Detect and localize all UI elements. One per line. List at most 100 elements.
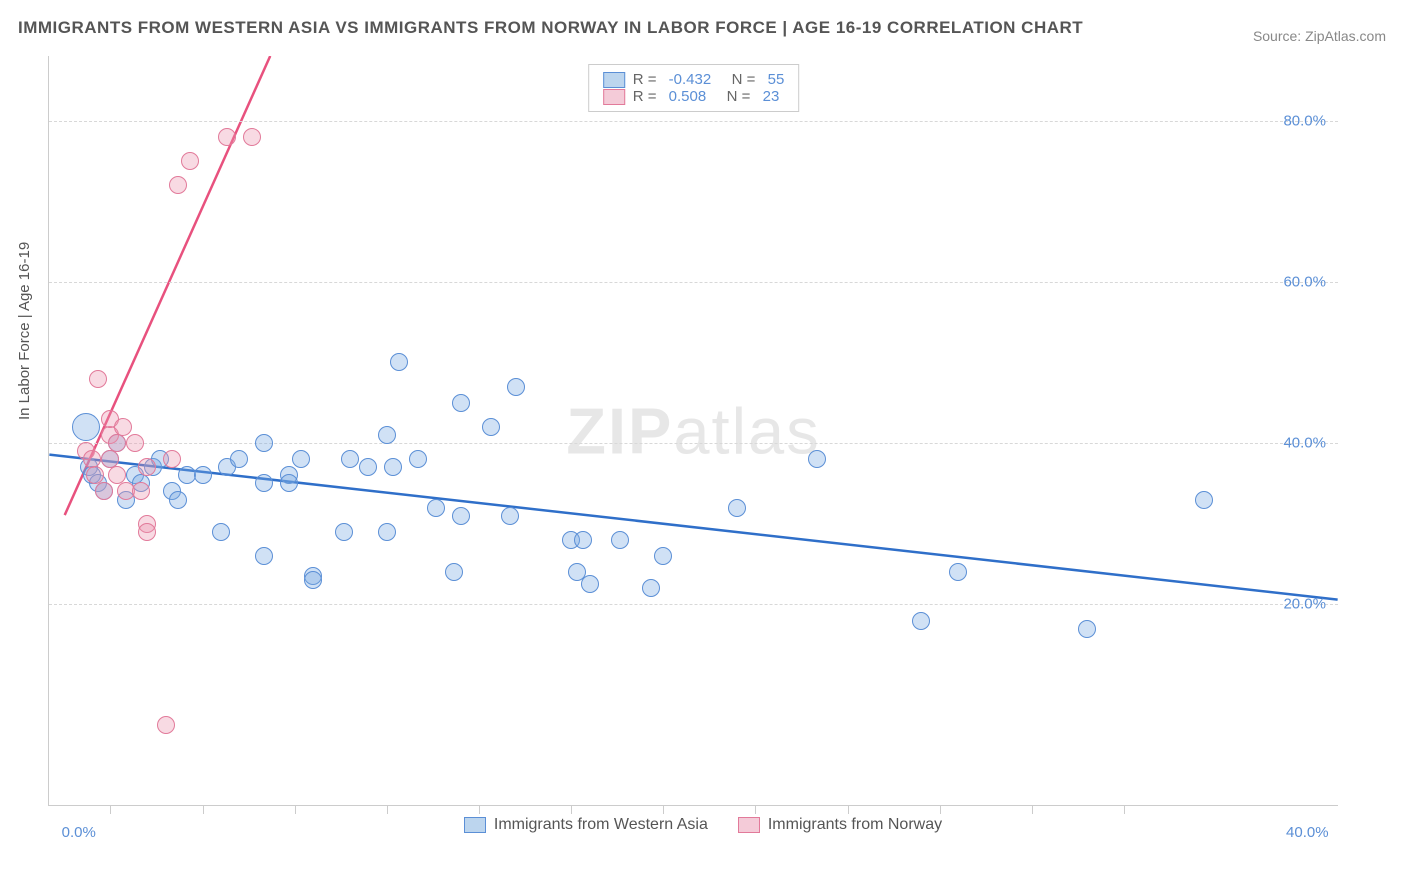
x-tick-label: 40.0% [1286, 824, 1329, 841]
data-point [728, 499, 746, 517]
legend-r-value: 0.508 [669, 88, 707, 105]
y-tick-label: 80.0% [1283, 112, 1326, 129]
data-point [157, 716, 175, 734]
data-point [108, 466, 126, 484]
y-tick-label: 60.0% [1283, 273, 1326, 290]
gridline-h [49, 121, 1338, 122]
data-point [482, 418, 500, 436]
legend-r-label: R = [633, 71, 661, 88]
data-point [163, 450, 181, 468]
legend-row: R = -0.432 N = 55 [603, 71, 785, 88]
data-point [574, 531, 592, 549]
data-point [169, 176, 187, 194]
data-point [132, 482, 150, 500]
data-point [445, 563, 463, 581]
data-point [255, 547, 273, 565]
data-point [654, 547, 672, 565]
x-tick-label: 0.0% [62, 824, 96, 841]
data-point [359, 458, 377, 476]
data-point [138, 523, 156, 541]
data-point [808, 450, 826, 468]
data-point [335, 523, 353, 541]
data-point [378, 523, 396, 541]
source-label: Source: ZipAtlas.com [1253, 28, 1386, 44]
data-point [181, 152, 199, 170]
data-point [409, 450, 427, 468]
data-point [72, 413, 100, 441]
data-point [384, 458, 402, 476]
legend-swatch [738, 817, 760, 833]
data-point [507, 378, 525, 396]
x-tick-mark [110, 806, 111, 814]
legend-label: Immigrants from Western Asia [494, 816, 708, 834]
y-tick-label: 20.0% [1283, 596, 1326, 613]
x-tick-mark [203, 806, 204, 814]
data-point [427, 499, 445, 517]
gridline-h [49, 604, 1338, 605]
data-point [114, 418, 132, 436]
data-point [138, 458, 156, 476]
x-tick-mark [387, 806, 388, 814]
data-point [83, 450, 101, 468]
data-point [378, 426, 396, 444]
data-point [912, 612, 930, 630]
data-point [390, 353, 408, 371]
legend-r-label: R = [633, 88, 661, 105]
data-point [86, 466, 104, 484]
data-point [89, 370, 107, 388]
data-point [255, 434, 273, 452]
data-point [255, 474, 273, 492]
data-point [126, 434, 144, 452]
legend-n-value: 23 [763, 88, 780, 105]
x-tick-mark [663, 806, 664, 814]
trend-lines [49, 56, 1338, 805]
data-point [194, 466, 212, 484]
data-point [341, 450, 359, 468]
y-tick-label: 40.0% [1283, 435, 1326, 452]
legend-item: Immigrants from Norway [738, 816, 942, 834]
data-point [304, 571, 322, 589]
y-axis-label: In Labor Force | Age 16-19 [16, 242, 33, 420]
series-legend: Immigrants from Western Asia Immigrants f… [0, 816, 1406, 834]
legend-item: Immigrants from Western Asia [464, 816, 708, 834]
data-point [452, 507, 470, 525]
legend-swatch [464, 817, 486, 833]
x-tick-mark [295, 806, 296, 814]
data-point [292, 450, 310, 468]
data-point [230, 450, 248, 468]
legend-r-value: -0.432 [669, 71, 712, 88]
x-tick-mark [479, 806, 480, 814]
data-point [169, 491, 187, 509]
x-tick-mark [1032, 806, 1033, 814]
data-point [642, 579, 660, 597]
data-point [108, 434, 126, 452]
legend-n-value: 55 [768, 71, 785, 88]
chart-title: IMMIGRANTS FROM WESTERN ASIA VS IMMIGRAN… [18, 18, 1083, 38]
x-tick-mark [755, 806, 756, 814]
data-point [581, 575, 599, 593]
data-point [949, 563, 967, 581]
x-tick-mark [1124, 806, 1125, 814]
plot-area: ZIPatlas R = -0.432 N = 55R = 0.508 N = … [48, 56, 1338, 806]
watermark: ZIPatlas [566, 393, 820, 468]
data-point [1078, 620, 1096, 638]
legend-swatch [603, 89, 625, 105]
data-point [243, 128, 261, 146]
data-point [218, 128, 236, 146]
legend-n-label: N = [714, 88, 754, 105]
x-tick-mark [571, 806, 572, 814]
data-point [611, 531, 629, 549]
data-point [280, 474, 298, 492]
legend-row: R = 0.508 N = 23 [603, 88, 785, 105]
legend-label: Immigrants from Norway [768, 816, 942, 834]
data-point [452, 394, 470, 412]
correlation-legend: R = -0.432 N = 55R = 0.508 N = 23 [588, 64, 800, 112]
x-tick-mark [940, 806, 941, 814]
x-tick-mark [848, 806, 849, 814]
data-point [1195, 491, 1213, 509]
gridline-h [49, 282, 1338, 283]
data-point [212, 523, 230, 541]
legend-n-label: N = [719, 71, 759, 88]
data-point [501, 507, 519, 525]
gridline-h [49, 443, 1338, 444]
